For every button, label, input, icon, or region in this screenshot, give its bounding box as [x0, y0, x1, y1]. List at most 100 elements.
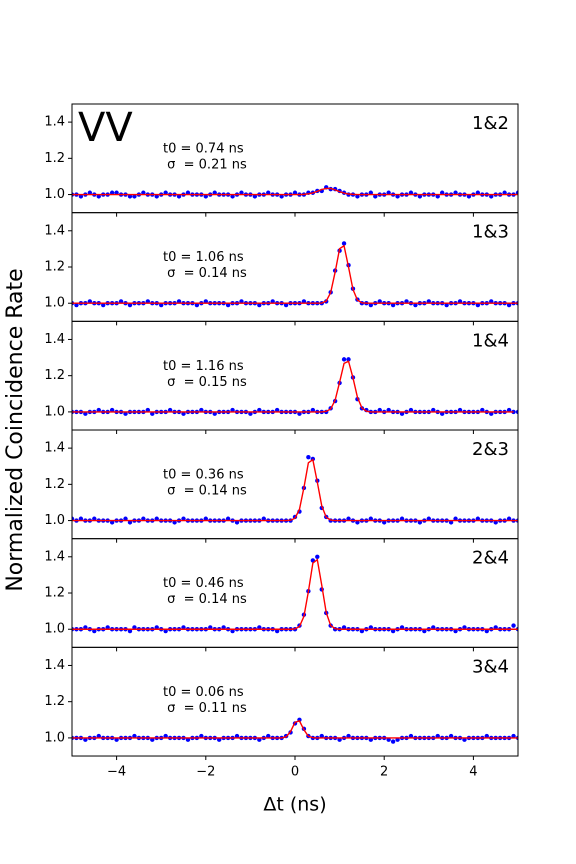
panel-title: 2&4 — [472, 548, 509, 569]
y-tick-label: 1.2 — [44, 368, 65, 383]
data-point — [132, 733, 137, 739]
data-point — [212, 190, 217, 195]
data-point — [127, 194, 133, 199]
data-point — [466, 194, 472, 199]
data-point — [176, 299, 182, 304]
data-point — [368, 737, 374, 742]
data-point — [484, 733, 489, 739]
data-point — [315, 554, 320, 559]
panel-label: VV — [78, 105, 133, 151]
annotation: σ = 0.15 ns — [163, 375, 247, 390]
data-point — [489, 411, 494, 416]
data-point — [145, 407, 151, 413]
panel-title: 1&3 — [472, 222, 509, 243]
data-point — [203, 516, 208, 521]
data-point — [96, 733, 101, 739]
data-point — [355, 520, 360, 525]
data-point — [83, 411, 88, 416]
annotation: σ = 0.14 ns — [163, 484, 247, 499]
data-point — [78, 194, 84, 199]
data-point — [386, 737, 391, 742]
data-point — [292, 190, 298, 195]
data-point — [203, 194, 208, 199]
data-point — [225, 516, 231, 521]
annotation: t0 = 1.16 ns — [163, 359, 244, 374]
data-point — [297, 411, 302, 416]
data-point — [176, 194, 182, 199]
data-point — [266, 733, 271, 739]
data-point — [399, 516, 405, 521]
data-point — [216, 737, 222, 742]
data-point — [462, 625, 467, 630]
data-point — [257, 302, 262, 308]
data-point — [234, 520, 240, 525]
data-point — [74, 302, 79, 308]
x-tick-label: 0 — [291, 765, 299, 780]
data-point — [92, 628, 97, 634]
annotation: σ = 0.14 ns — [163, 592, 247, 607]
y-tick-label: 1.2 — [44, 151, 65, 166]
data-point — [399, 625, 405, 630]
x-tick-label: 2 — [380, 765, 388, 780]
data-point — [475, 302, 481, 308]
data-point — [346, 733, 351, 739]
data-point — [181, 516, 186, 521]
y-tick-label: 1.0 — [44, 513, 65, 528]
panel-title: 3&4 — [472, 656, 509, 677]
plot-area — [72, 241, 518, 308]
data-point — [457, 299, 463, 304]
data-point — [506, 302, 512, 308]
fit-line — [72, 458, 518, 522]
data-point — [439, 411, 445, 416]
data-point — [453, 516, 458, 521]
data-point — [341, 241, 347, 246]
data-point — [368, 516, 374, 521]
data-point — [230, 407, 235, 413]
y-tick-label: 1.0 — [44, 404, 65, 419]
data-point — [489, 299, 494, 304]
data-point — [377, 299, 382, 304]
data-point — [448, 520, 454, 525]
data-point — [274, 628, 280, 634]
data-point — [101, 302, 106, 308]
data-point — [230, 194, 235, 199]
data-point — [257, 625, 262, 630]
data-point — [422, 628, 427, 634]
data-point — [355, 194, 360, 199]
data-point — [506, 407, 512, 413]
data-point — [274, 407, 280, 413]
data-point — [230, 628, 235, 634]
y-tick-label: 1.4 — [44, 549, 65, 564]
y-tick-label: 1.0 — [44, 730, 65, 745]
annotation: t0 = 0.46 ns — [163, 576, 244, 591]
annotation: t0 = 0.74 ns — [163, 142, 244, 157]
data-point — [199, 407, 204, 413]
y-tick-label: 1.4 — [44, 223, 65, 238]
data-point — [132, 194, 137, 199]
annotation: σ = 0.14 ns — [163, 266, 247, 281]
data-point — [109, 407, 115, 413]
data-point — [493, 520, 498, 525]
data-point — [145, 299, 151, 304]
data-point — [439, 190, 445, 195]
data-point — [453, 628, 458, 634]
data-point — [386, 407, 391, 413]
y-axis-label: Normalized Coincidence Rate — [3, 268, 28, 591]
data-point — [301, 299, 307, 304]
data-point — [185, 190, 191, 195]
data-point — [417, 194, 423, 199]
y-tick-label: 1.2 — [44, 694, 65, 709]
data-point — [502, 190, 507, 195]
data-point — [257, 737, 262, 742]
plot-area — [72, 717, 518, 744]
data-point — [506, 516, 512, 521]
x-tick-label: 4 — [469, 765, 477, 780]
data-point — [159, 302, 164, 308]
data-point — [123, 411, 128, 416]
data-point — [368, 625, 374, 630]
data-point — [239, 299, 244, 304]
data-point — [87, 299, 93, 304]
plot-area — [72, 554, 518, 634]
data-point — [163, 190, 168, 195]
data-point — [141, 190, 146, 195]
